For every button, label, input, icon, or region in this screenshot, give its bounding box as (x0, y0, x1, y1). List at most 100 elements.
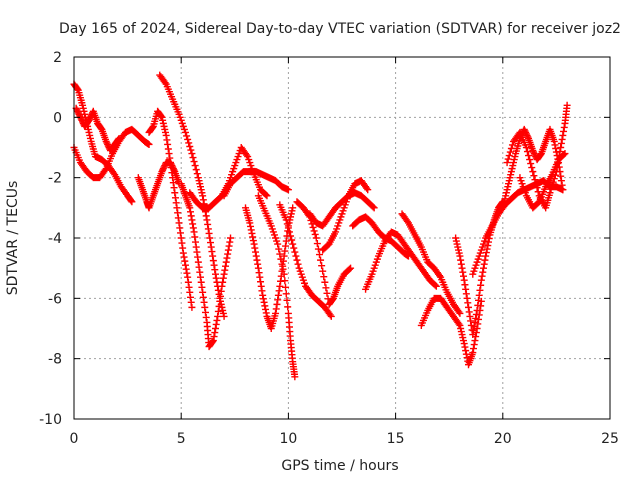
data-point (289, 240, 297, 248)
data-point (251, 244, 259, 252)
data-point (217, 292, 225, 300)
data-point (459, 268, 467, 276)
data-point (560, 123, 568, 131)
data-point (188, 150, 196, 158)
data-point (456, 252, 464, 260)
data-point (482, 249, 490, 257)
data-point (327, 312, 335, 320)
data-point (201, 303, 209, 311)
data-point (181, 257, 189, 265)
data-point (191, 162, 199, 170)
data-point (262, 191, 270, 199)
data-point (249, 233, 257, 241)
data-point (187, 212, 195, 220)
data-point (209, 252, 217, 260)
series-track-l (276, 201, 335, 320)
data-point (179, 244, 187, 252)
y-tick-label: -8 (48, 352, 62, 368)
data-point (315, 251, 323, 259)
data-point (166, 159, 174, 167)
data-point (174, 214, 182, 222)
data-point (168, 169, 176, 177)
data-point (219, 278, 227, 286)
data-point (284, 224, 292, 232)
data-point (284, 186, 292, 194)
data-point (293, 256, 301, 264)
data-point (461, 281, 469, 289)
data-point (183, 132, 191, 140)
series-track-a (70, 80, 136, 206)
data-point (191, 233, 199, 241)
data-point (477, 281, 485, 289)
series-track-c (72, 104, 123, 155)
data-point (283, 220, 291, 228)
data-point (560, 151, 568, 159)
x-tick-label: 25 (601, 431, 619, 447)
data-point (197, 278, 205, 286)
data-point (274, 291, 282, 299)
data-point (462, 285, 470, 293)
data-point (205, 229, 213, 237)
data-point (323, 289, 331, 297)
data-point (432, 282, 440, 290)
y-tick-label: -2 (48, 171, 62, 187)
data-point (172, 199, 180, 207)
data-point (161, 79, 169, 87)
data-point (202, 212, 210, 220)
data-point (199, 196, 207, 204)
data-point (461, 343, 469, 351)
data-point (184, 135, 192, 143)
series-track-o (319, 177, 372, 254)
data-point (533, 184, 541, 192)
data-point (319, 267, 327, 275)
y-tick-label: -10 (39, 412, 62, 428)
data-point (190, 158, 198, 166)
data-point (259, 295, 267, 303)
data-point (212, 320, 220, 328)
data-point (183, 269, 191, 277)
data-point (529, 168, 537, 176)
data-point (403, 217, 411, 225)
data-point (212, 274, 220, 282)
data-point (186, 208, 194, 216)
data-point (194, 253, 202, 261)
data-point (279, 265, 287, 273)
series-track-g (177, 180, 235, 351)
data-point (218, 282, 226, 290)
data-point (176, 224, 184, 232)
data-point (532, 180, 540, 188)
data-point (482, 252, 490, 260)
data-point (282, 237, 290, 245)
data-point (256, 273, 264, 281)
data-point (284, 303, 292, 311)
data-point (291, 248, 299, 256)
y-axis-label: SDTVAR / TECUs (5, 181, 21, 296)
data-point (478, 272, 486, 280)
data-point (187, 298, 195, 306)
data-point (209, 257, 217, 265)
data-point (169, 174, 177, 182)
y-tick-label: -6 (48, 291, 62, 307)
data-point (259, 291, 267, 299)
data-point (470, 322, 478, 330)
series-track-r (398, 210, 464, 317)
data-point (281, 277, 289, 285)
data-point (128, 198, 136, 206)
data-point (206, 234, 214, 242)
data-point (318, 262, 326, 270)
data-point (260, 298, 268, 306)
data-point (557, 144, 565, 151)
data-point (222, 258, 230, 266)
data-point (526, 156, 534, 164)
data-point (199, 192, 207, 200)
data-point (276, 250, 284, 258)
series-track-k (254, 192, 299, 381)
data-point (506, 148, 514, 156)
data-point (262, 305, 270, 313)
data-point (177, 234, 185, 242)
data-point (198, 283, 206, 291)
data-point (204, 220, 212, 228)
data-point (261, 302, 269, 310)
data-point (211, 329, 219, 337)
data-point (195, 263, 203, 271)
